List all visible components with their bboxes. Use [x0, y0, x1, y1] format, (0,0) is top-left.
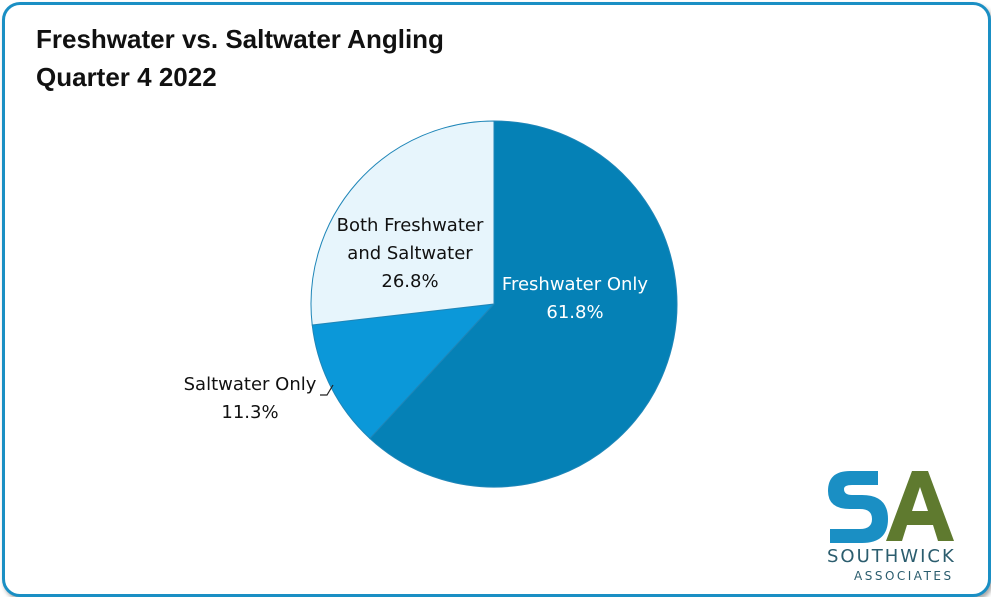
pie-slice-1 — [311, 303, 496, 440]
pie-slice-2 — [310, 120, 495, 326]
data-label-name-0: Freshwater Only — [502, 274, 648, 295]
logo-name: SOUTHWICK — [827, 546, 956, 567]
data-label-value-2: 26.8% — [381, 271, 438, 292]
leader-line — [320, 384, 334, 396]
chart-title-line-2: Quarter 4 2022 — [36, 62, 217, 92]
data-label-name-1: Saltwater Only — [184, 374, 317, 395]
pie-slice-0 — [369, 120, 678, 488]
southwick-logo-icon — [828, 471, 954, 543]
data-label-value-1: 11.3% — [221, 402, 278, 423]
data-label-name-2: Both Freshwater — [337, 215, 484, 236]
data-label-name-2: and Saltwater — [347, 243, 473, 264]
chart-title-line-1: Freshwater vs. Saltwater Angling — [36, 24, 444, 54]
logo-subtitle: ASSOCIATES — [854, 569, 954, 583]
data-label-value-0: 61.8% — [546, 302, 603, 323]
